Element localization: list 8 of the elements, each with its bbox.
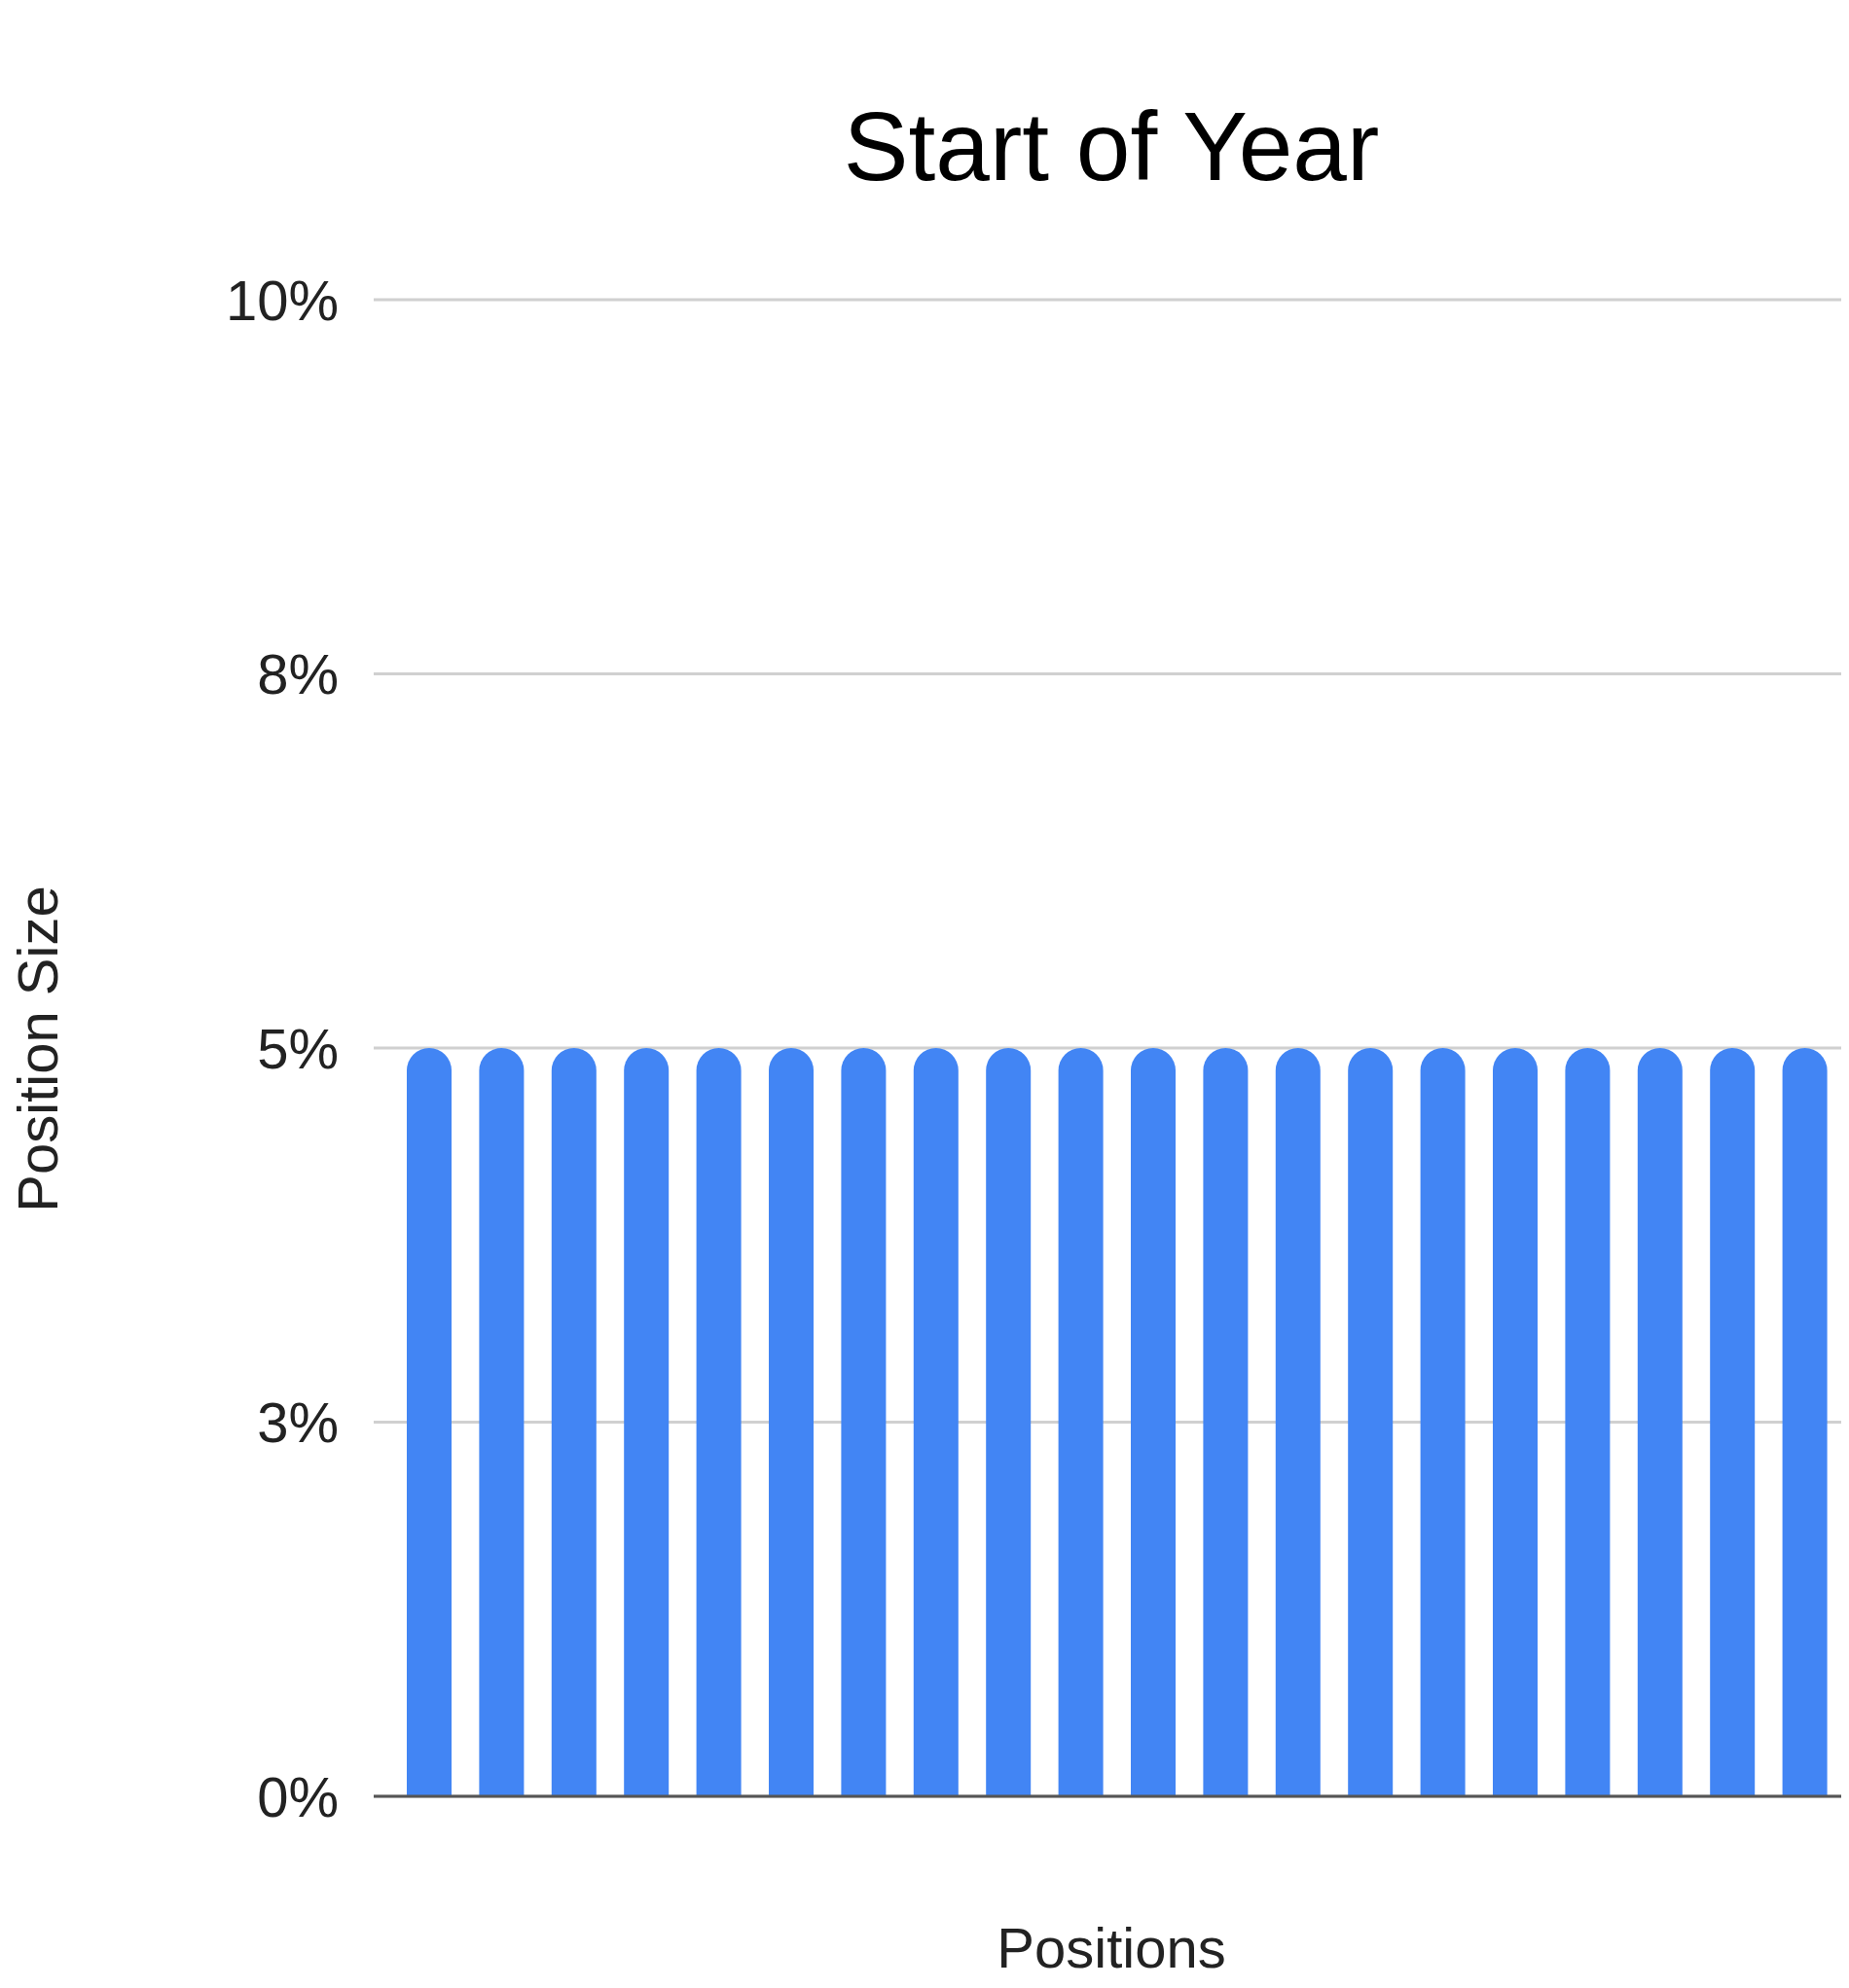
y-tick-label: 3% [257,1391,339,1455]
y-tick-label: 8% [257,642,339,706]
chart-title: Start of Year [842,90,1381,202]
y-tick-label: 10% [225,268,339,332]
x-axis-title: Positions [996,1915,1227,1980]
y-axis-title: Position Size [4,886,70,1212]
y-tick-label: 0% [257,1764,339,1828]
y-tick-label: 5% [257,1016,339,1080]
